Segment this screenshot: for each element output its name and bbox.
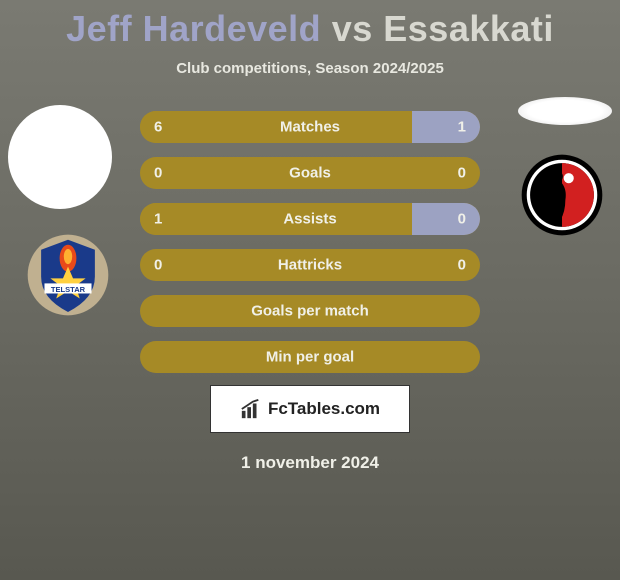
stat-left-value: 0 — [154, 165, 162, 182]
player2-club-badge — [520, 153, 604, 237]
stat-label: Hattricks — [278, 257, 342, 274]
stat-label: Goals — [289, 165, 331, 182]
footer-brand-text: FcTables.com — [268, 399, 380, 419]
title-player2: Essakkati — [383, 8, 554, 49]
stat-label: Matches — [280, 119, 340, 136]
stat-right-value: 0 — [458, 257, 466, 274]
stat-left-value: 0 — [154, 257, 162, 274]
stat-left-value: 1 — [154, 211, 162, 228]
footer-brand-badge: FcTables.com — [210, 385, 410, 433]
stat-bar: 0 0 Hattricks — [140, 249, 480, 281]
chart-icon — [240, 398, 262, 420]
comparison-title: Jeff Hardeveld vs Essakkati — [0, 0, 620, 50]
stat-bar: Min per goal — [140, 341, 480, 373]
stat-right-value: 0 — [458, 211, 466, 228]
stat-bar: 6 1 Matches — [140, 111, 480, 143]
stat-bars: 6 1 Matches 0 0 Goals 1 0 Assists 0 0 Hattricks Goal… — [140, 111, 480, 373]
telstar-badge-icon: TELSTAR — [26, 233, 110, 317]
stat-bar-right-segment — [412, 203, 480, 235]
stat-bar: 0 0 Goals — [140, 157, 480, 189]
svg-text:TELSTAR: TELSTAR — [51, 285, 86, 294]
subtitle: Club competitions, Season 2024/2025 — [0, 60, 620, 77]
stat-label: Goals per match — [251, 303, 369, 320]
content-area: TELSTAR 6 1 Matches 0 0 Goals 1 0 Assists 0 0 Hattr… — [0, 111, 620, 373]
player2-avatar — [518, 97, 612, 125]
title-vs: vs — [332, 8, 373, 49]
stat-right-value: 1 — [458, 119, 466, 136]
title-player1: Jeff Hardeveld — [66, 8, 321, 49]
stat-bar-left-segment — [140, 111, 412, 143]
stat-bar-right-segment — [412, 111, 480, 143]
stat-label: Assists — [283, 211, 336, 228]
stat-bar: Goals per match — [140, 295, 480, 327]
player1-club-badge: TELSTAR — [26, 233, 110, 317]
stat-bar-left-segment — [140, 203, 412, 235]
helmond-badge-icon — [520, 153, 604, 237]
stat-left-value: 6 — [154, 119, 162, 136]
stat-label: Min per goal — [266, 349, 354, 366]
player1-avatar — [8, 105, 112, 209]
stat-bar: 1 0 Assists — [140, 203, 480, 235]
stat-right-value: 0 — [458, 165, 466, 182]
footer-date: 1 november 2024 — [0, 453, 620, 473]
